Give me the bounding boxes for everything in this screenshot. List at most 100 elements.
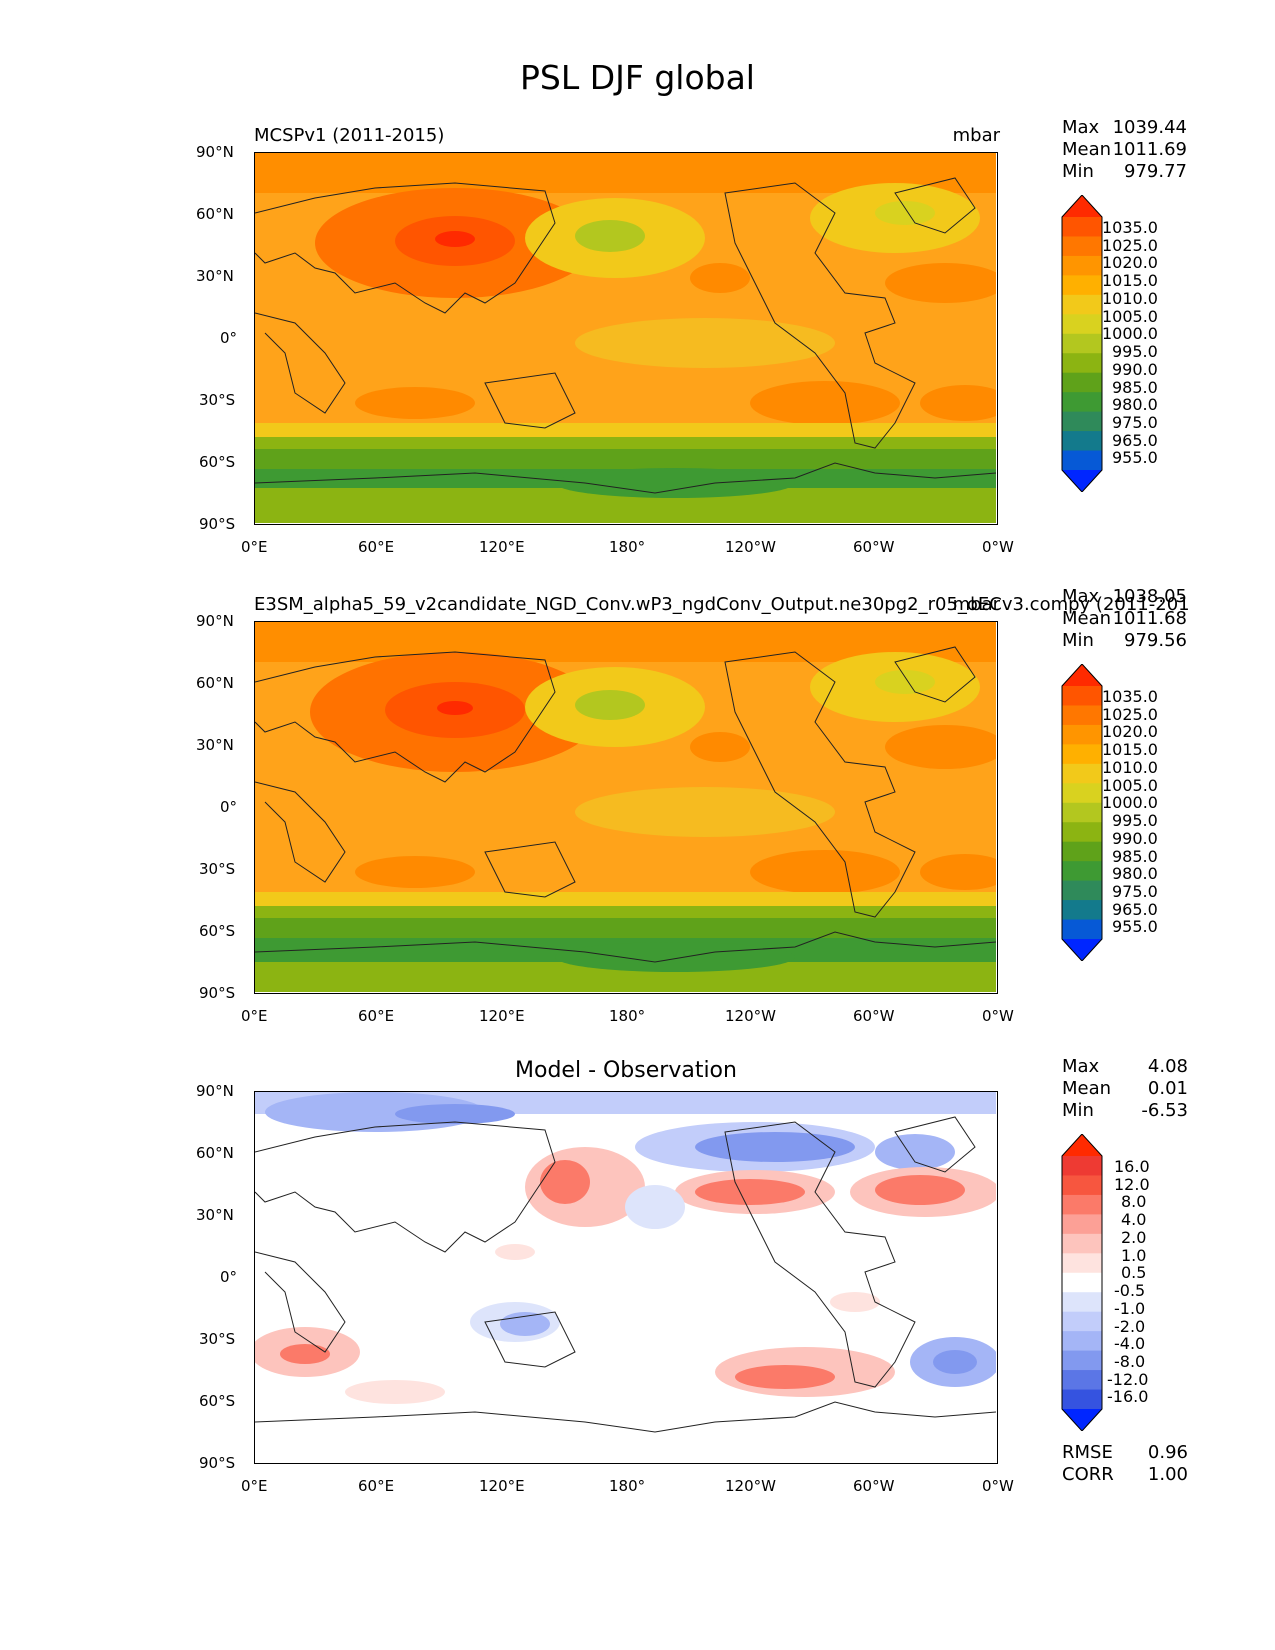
cb2-label-11: 975.0 [1112,882,1158,901]
lon-tick-120e: 120°E [479,1477,525,1495]
cb2-label-12: 965.0 [1112,900,1158,919]
lat-tick-60n: 60°N [196,1144,234,1162]
colorbar-band [1062,1194,1102,1215]
cb2-label-2: 1020.0 [1102,722,1158,741]
cb2-label-3: 1015.0 [1102,740,1158,759]
colorbar-extend-top [1062,664,1102,686]
cb2-label-7: 995.0 [1112,811,1158,830]
colorbar-band [1062,217,1102,237]
colorbar-band [1062,1175,1102,1196]
cb1-label-0: 1035.0 [1102,218,1158,237]
stat-mean-label: Mean [1062,139,1112,160]
cb3-label-3: 4.0 [1121,1210,1147,1229]
cb1-label-8: 990.0 [1112,360,1158,379]
colorbar-band [1062,450,1102,471]
stat-max-label: Max [1062,586,1100,607]
cb2-label-6: 1000.0 [1102,793,1158,812]
colorbar-band [1062,392,1102,413]
colorbar-extend-top [1062,195,1102,217]
colorbar-band [1062,1370,1102,1391]
stat-min-label: Min [1062,1100,1094,1121]
stat-mean-label: Mean [1062,1078,1112,1099]
colorbar-band [1062,861,1102,882]
colorbar-band [1062,411,1102,432]
colorbar-band [1062,1272,1102,1293]
colorbar-extend-bottom [1062,1409,1102,1431]
cb3-label-10: -4.0 [1114,1334,1146,1353]
metric-rmse-label: RMSE [1062,1442,1113,1463]
cb1-label-4: 1010.0 [1102,289,1158,308]
colorbar-band [1062,236,1102,257]
lon-tick-0w: 0°W [982,538,1014,556]
lon-tick-0e: 0°E [241,538,268,556]
colorbar-band [1062,919,1102,940]
lon-tick-60w: 60°W [853,538,895,556]
colorbar-band [1062,275,1102,296]
lat-tick-30s: 30°S [199,391,236,409]
colorbar-band [1062,1311,1102,1332]
panel-2-units: mbar [952,594,1000,615]
stat-max-label: Max [1062,117,1100,138]
cb2-label-8: 990.0 [1112,829,1158,848]
colorbar-band [1062,1253,1102,1274]
lon-tick-0e: 0°E [241,1007,268,1025]
colorbar-band [1062,255,1102,276]
panel-1-map [254,152,998,525]
colorbar-band [1062,1233,1102,1254]
stat-max-value: 1039.44 [1112,117,1187,138]
lat-tick-0: 0° [220,798,238,816]
cb3-label-0: 16.0 [1114,1157,1150,1176]
colorbar-band [1062,724,1102,745]
colorbar-band [1062,900,1102,921]
lat-tick-30n: 30°N [196,267,234,285]
lat-tick-30s: 30°S [199,1330,236,1348]
lon-tick-180: 180° [609,538,646,556]
stat-mean-value: 0.01 [1147,1078,1188,1099]
lon-tick-120w: 120°W [725,1477,776,1495]
cb1-label-13: 955.0 [1112,448,1158,467]
colorbar-band [1062,294,1102,315]
colorbar-extend-bottom [1062,939,1102,961]
colorbar-outline [1061,1134,1103,1431]
lon-tick-0e: 0°E [241,1477,268,1495]
cb2-label-0: 1035.0 [1102,687,1158,706]
lon-tick-60w: 60°W [853,1007,895,1025]
lat-tick-90s: 90°S [199,984,236,1002]
lat-tick-0: 0° [220,1268,238,1286]
cb2-label-13: 955.0 [1112,917,1158,936]
colorbar-band [1062,353,1102,374]
metric-corr-label: CORR [1062,1464,1114,1485]
cb3-label-6: 0.5 [1121,1263,1147,1282]
cb1-label-6: 1000.0 [1102,324,1158,343]
stat-max-value: 1038.05 [1112,586,1187,607]
lat-tick-60s: 60°S [199,1392,236,1410]
lon-tick-180: 180° [609,1007,646,1025]
stat-min-label: Min [1062,161,1094,182]
lat-tick-90n: 90°N [196,143,234,161]
panel-3-map [254,1091,998,1464]
lat-tick-90n: 90°N [196,612,234,630]
colorbar-band [1062,333,1102,354]
panel-3-title: Model - Observation [515,1058,737,1083]
cb3-label-1: 12.0 [1114,1175,1150,1194]
stat-min-value: 979.56 [1124,630,1187,651]
colorbar-band [1062,822,1102,843]
cb3-label-12: -12.0 [1107,1370,1149,1389]
cb1-label-9: 985.0 [1112,378,1158,397]
colorbar-band [1062,705,1102,726]
colorbar-band [1062,314,1102,335]
lat-tick-30n: 30°N [196,736,234,754]
colorbar-band [1062,1214,1102,1235]
lon-tick-180: 180° [609,1477,646,1495]
metric-corr-value: 1.00 [1147,1464,1188,1485]
panel-1-units: mbar [952,125,1000,146]
cb3-label-2: 8.0 [1121,1192,1147,1211]
lat-tick-0: 0° [220,329,238,347]
colorbar-band [1062,841,1102,862]
lon-tick-0w: 0°W [982,1007,1014,1025]
lon-tick-60e: 60°E [358,1477,395,1495]
cb3-label-8: -1.0 [1114,1299,1146,1318]
stat-mean-label: Mean [1062,608,1112,629]
lon-tick-120e: 120°E [479,538,525,556]
lon-tick-120e: 120°E [479,1007,525,1025]
